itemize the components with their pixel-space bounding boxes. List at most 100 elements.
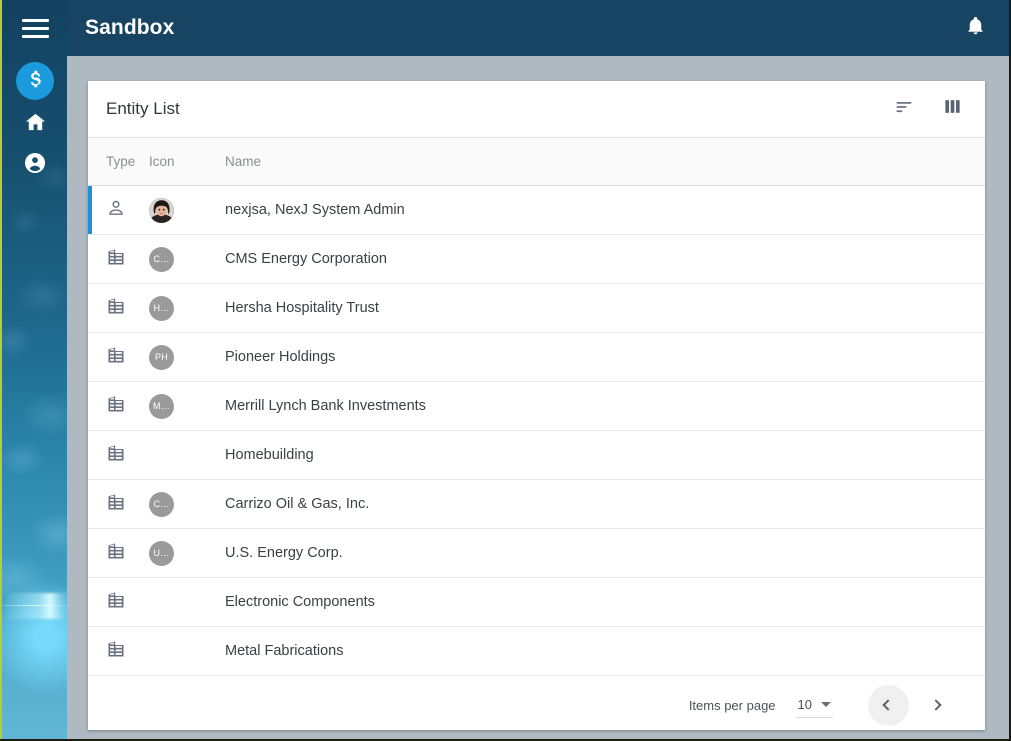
table-header-row: Type Icon Name xyxy=(88,137,985,186)
table-row[interactable]: C… Carrizo Oil & Gas, Inc. xyxy=(88,480,985,529)
page-size-value: 10 xyxy=(797,696,812,712)
sidebar-hairline xyxy=(2,605,69,606)
card-header-actions xyxy=(887,92,969,126)
avatar-placeholder xyxy=(149,590,174,615)
table-row[interactable]: nexjsa, NexJ System Admin xyxy=(88,186,985,235)
column-header-icon[interactable]: Icon xyxy=(149,154,175,169)
table-row[interactable]: Homebuilding xyxy=(88,431,985,480)
dollar-sign-icon xyxy=(24,68,46,95)
cell-type xyxy=(92,394,149,419)
app-header: Sandbox xyxy=(67,0,1009,56)
sidebar xyxy=(0,0,69,739)
next-page-button[interactable] xyxy=(914,685,955,726)
cell-icon: PH xyxy=(149,344,187,370)
sort-button[interactable] xyxy=(887,92,921,126)
cell-type xyxy=(92,639,149,664)
table-row[interactable]: C… CMS Energy Corporation xyxy=(88,235,985,284)
chevron-right-icon xyxy=(929,699,942,711)
hamburger-bar xyxy=(22,19,49,22)
avatar: H… xyxy=(149,295,174,321)
cell-icon: U… xyxy=(149,540,187,566)
table-row[interactable]: M… Merrill Lynch Bank Investments xyxy=(88,382,985,431)
avatar: PH xyxy=(149,344,174,370)
page-title: Sandbox xyxy=(85,16,175,39)
columns-icon xyxy=(943,97,962,121)
table-row[interactable]: Metal Fabrications xyxy=(88,627,985,676)
avatar-placeholder xyxy=(149,639,174,664)
cell-name: Merrill Lynch Bank Investments xyxy=(225,398,426,414)
organization-icon xyxy=(106,394,126,419)
cell-type xyxy=(92,198,149,223)
cell-name: Homebuilding xyxy=(225,447,314,463)
organization-icon xyxy=(106,345,126,370)
column-header-name[interactable]: Name xyxy=(225,154,262,169)
hamburger-bar xyxy=(22,27,49,30)
cell-icon xyxy=(149,590,187,615)
columns-button[interactable] xyxy=(935,92,969,126)
organization-icon xyxy=(106,247,126,272)
notifications-button[interactable] xyxy=(955,8,995,48)
person-icon xyxy=(106,198,126,223)
avatar-placeholder xyxy=(149,443,174,468)
cell-name: Carrizo Oil & Gas, Inc. xyxy=(225,496,370,512)
avatar: C… xyxy=(149,491,174,517)
card-title: Entity List xyxy=(106,99,180,118)
cell-type xyxy=(92,590,149,615)
cell-icon: C… xyxy=(149,246,187,272)
card-header: Entity List xyxy=(88,81,985,137)
page-size-select[interactable]: 10 xyxy=(795,693,833,718)
avatar: M… xyxy=(149,393,174,419)
table-row[interactable]: U… U.S. Energy Corp. xyxy=(88,529,985,578)
bell-icon xyxy=(965,15,986,41)
cell-icon: M… xyxy=(149,393,187,419)
sort-icon xyxy=(894,97,914,122)
hamburger-bar xyxy=(22,35,49,38)
cell-name: Pioneer Holdings xyxy=(225,349,336,365)
cell-name: nexjsa, NexJ System Admin xyxy=(225,202,405,218)
paginator: Items per page 10 xyxy=(88,676,985,730)
avatar xyxy=(149,197,174,223)
table-row[interactable]: H… Hersha Hospitality Trust xyxy=(88,284,985,333)
sidebar-lens-flare xyxy=(2,593,69,619)
cell-name: Metal Fabrications xyxy=(225,643,344,659)
entity-list-card: Entity List xyxy=(88,81,985,730)
items-per-page-label: Items per page xyxy=(688,697,776,713)
header-actions xyxy=(955,8,995,48)
organization-icon xyxy=(106,590,126,615)
previous-page-button[interactable] xyxy=(868,684,909,726)
cell-name: CMS Energy Corporation xyxy=(225,251,387,267)
table-body: nexjsa, NexJ System Admin C… CMS Energy Co… xyxy=(88,186,985,676)
organization-icon xyxy=(106,639,126,664)
sidebar-item-home[interactable] xyxy=(16,106,54,144)
cell-name: U.S. Energy Corp. xyxy=(225,545,343,561)
cell-type xyxy=(92,443,149,468)
avatar: U… xyxy=(149,540,174,566)
sidebar-item-money-app[interactable] xyxy=(16,62,54,100)
chevron-left-icon xyxy=(881,699,894,711)
table-row[interactable]: Electronic Components xyxy=(88,578,985,627)
table-row[interactable]: PH Pioneer Holdings xyxy=(88,333,985,382)
cell-icon: H… xyxy=(149,295,187,321)
chevron-down-icon xyxy=(821,701,831,707)
cell-icon xyxy=(149,639,187,664)
column-header-type[interactable]: Type xyxy=(106,154,136,169)
hamburger-icon[interactable] xyxy=(22,19,49,38)
cell-type xyxy=(92,541,149,566)
avatar: C… xyxy=(149,246,174,272)
organization-icon xyxy=(106,541,126,566)
cell-name: Hersha Hospitality Trust xyxy=(225,300,379,316)
cell-type xyxy=(92,492,149,517)
cell-name: Electronic Components xyxy=(225,594,375,610)
organization-icon xyxy=(106,443,126,468)
account-circle-icon xyxy=(23,151,47,180)
cell-type xyxy=(92,296,149,321)
cell-type xyxy=(92,345,149,370)
organization-icon xyxy=(106,492,126,517)
organization-icon xyxy=(106,296,126,321)
cell-icon xyxy=(149,443,187,468)
cell-icon xyxy=(149,197,187,223)
cell-icon: C… xyxy=(149,491,187,517)
sidebar-item-account[interactable] xyxy=(16,146,54,184)
home-icon xyxy=(24,111,47,139)
